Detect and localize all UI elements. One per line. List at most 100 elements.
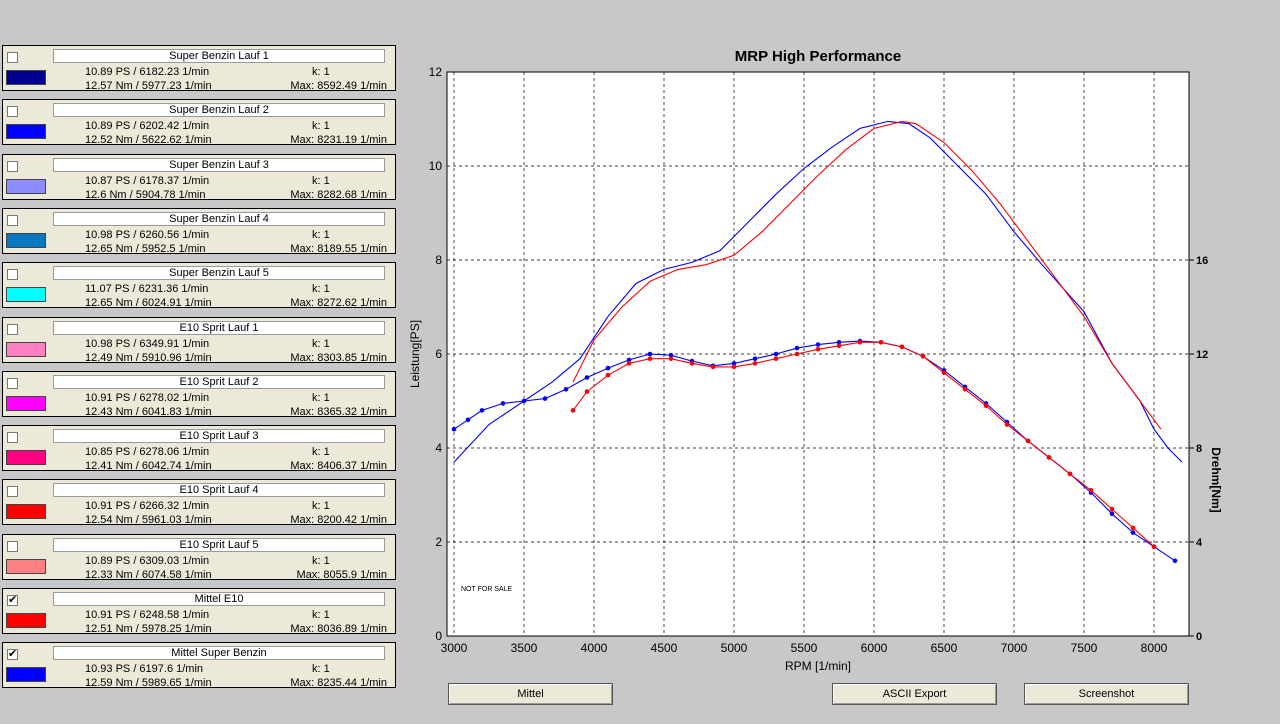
run-visibility-checkbox[interactable]	[7, 160, 18, 172]
run-torque-value: 12.65 Nm / 5952.5 1/min	[85, 242, 206, 254]
run-color-swatch[interactable]	[6, 395, 46, 411]
run-torque-value: 12.65 Nm / 6024.91 1/min	[85, 297, 212, 309]
run-max-rpm: Max: 8303.85 1/min	[290, 351, 387, 363]
data-point	[570, 408, 576, 413]
data-point	[752, 356, 758, 362]
run-name-field[interactable]: Mittel E10	[53, 592, 385, 606]
run-k-factor: k: 1	[312, 283, 330, 296]
run-name-field[interactable]: Super Benzin Lauf 4	[53, 211, 385, 226]
run-color-swatch[interactable]	[6, 178, 46, 194]
data-point	[1004, 422, 1010, 427]
data-point	[1067, 471, 1073, 477]
run-visibility-checkbox[interactable]	[7, 323, 18, 335]
run-visibility-checkbox[interactable]	[7, 432, 18, 444]
run-power-value: 10.98 PS / 6349.91 1/min	[85, 337, 210, 350]
run-max-rpm: Max: 8272.62 1/min	[290, 297, 387, 309]
run-name-field[interactable]: Super Benzin Lauf 2	[53, 103, 385, 118]
data-point	[1046, 455, 1052, 460]
mittel-button[interactable]: Mittel	[448, 683, 613, 705]
data-point	[710, 364, 716, 370]
run-power-value: 11.07 PS / 6231.36 1/min	[85, 283, 209, 296]
data-point	[542, 396, 548, 401]
run-visibility-checkbox[interactable]	[7, 52, 18, 63]
run-panel: ✔ Mittel E10 10.91 PS / 6248.58 1/min k: 1 1…	[2, 588, 396, 634]
run-panel: Super Benzin Lauf 3 10.87 PS / 6178.37 1/…	[2, 153, 396, 200]
run-color-swatch[interactable]	[6, 341, 46, 357]
run-torque-value: 12.59 Nm / 5989.65 1/min	[85, 677, 212, 689]
run-power-value: 10.85 PS / 6278.06 1/min	[85, 446, 210, 459]
data-point	[479, 408, 485, 413]
run-color-swatch[interactable]	[6, 124, 46, 140]
screenshot-button[interactable]: Screenshot	[1024, 683, 1189, 705]
ascii-export-button[interactable]: ASCII Export	[832, 683, 997, 705]
x-tick-label: 3500	[511, 641, 538, 655]
x-axis-label: RPM [1/min]	[785, 659, 851, 673]
run-panel: Super Benzin Lauf 4 10.98 PS / 6260.56 1/…	[2, 207, 396, 254]
y-tick-label: 10	[429, 159, 443, 173]
run-visibility-checkbox[interactable]	[7, 106, 18, 118]
data-point	[500, 401, 506, 406]
run-color-swatch[interactable]	[6, 667, 46, 683]
run-color-swatch[interactable]	[6, 504, 46, 520]
run-panel: E10 Sprit Lauf 3 10.85 PS / 6278.06 1/min…	[2, 425, 396, 472]
series-lines	[451, 120, 1183, 564]
y2-tick-label: 4	[1196, 537, 1203, 549]
run-name-field[interactable]: Mittel Super Benzin	[53, 646, 385, 661]
run-name-field[interactable]: Super Benzin Lauf 5	[53, 266, 385, 281]
data-point	[605, 365, 611, 371]
data-point	[668, 356, 674, 362]
run-visibility-checkbox[interactable]: ✔	[7, 648, 18, 661]
data-point	[878, 340, 884, 345]
data-point	[668, 352, 674, 358]
run-k-factor: k: 1	[312, 66, 330, 78]
run-panel: E10 Sprit Lauf 1 10.98 PS / 6349.91 1/min…	[2, 316, 396, 363]
run-max-rpm: Max: 8189.55 1/min	[290, 242, 387, 254]
run-name-field[interactable]: E10 Sprit Lauf 3	[53, 429, 385, 444]
y-tick-label: 12	[429, 65, 443, 79]
run-visibility-checkbox[interactable]	[7, 214, 18, 226]
chart-title: MRP High Performance	[735, 48, 901, 65]
run-visibility-checkbox[interactable]	[7, 269, 18, 281]
x-tick-label: 7000	[1001, 641, 1028, 655]
run-name-field[interactable]: E10 Sprit Lauf 5	[53, 537, 385, 552]
x-tick-label: 8000	[1141, 641, 1168, 655]
y-tick-label: 2	[435, 535, 442, 549]
run-color-swatch[interactable]	[6, 70, 46, 85]
run-name-field[interactable]: E10 Sprit Lauf 1	[53, 320, 385, 335]
run-max-rpm: Max: 8231.19 1/min	[290, 134, 387, 146]
run-panel: E10 Sprit Lauf 2 10.91 PS / 6278.02 1/min…	[2, 370, 396, 417]
run-power-value: 10.89 PS / 6309.03 1/min	[85, 554, 210, 567]
run-panel: Super Benzin Lauf 1 10.89 PS / 6182.23 1/…	[2, 45, 396, 91]
run-k-factor: k: 1	[312, 391, 330, 404]
run-k-factor: k: 1	[312, 609, 330, 621]
data-point	[962, 387, 968, 392]
run-visibility-checkbox[interactable]	[7, 486, 18, 498]
run-name-field[interactable]: Super Benzin Lauf 3	[53, 157, 385, 172]
run-visibility-checkbox[interactable]: ✔	[7, 594, 18, 606]
run-name-field[interactable]: Super Benzin Lauf 1	[53, 49, 385, 63]
run-torque-value: 12.52 Nm / 5622.62 1/min	[85, 134, 212, 146]
run-color-swatch[interactable]	[6, 558, 46, 574]
run-panel: Super Benzin Lauf 5 11.07 PS / 6231.36 1/…	[2, 262, 396, 309]
data-point	[815, 347, 821, 352]
run-name-field[interactable]: E10 Sprit Lauf 2	[53, 374, 385, 389]
data-point	[647, 356, 653, 362]
data-point	[815, 342, 821, 347]
performance-chart: 3000 3500 4000 4500 5000 5500 6000 6500 7000 7500…	[408, 48, 1223, 673]
run-color-swatch[interactable]	[6, 232, 46, 248]
run-power-value: 10.91 PS / 6266.32 1/min	[85, 500, 210, 513]
run-visibility-checkbox[interactable]	[7, 377, 18, 389]
data-point	[941, 370, 947, 376]
x-tick-label: 6500	[931, 641, 958, 655]
run-color-swatch[interactable]	[6, 450, 46, 466]
run-color-swatch[interactable]	[6, 613, 46, 628]
run-power-value: 10.98 PS / 6260.56 1/min	[85, 228, 210, 241]
run-color-swatch[interactable]	[6, 287, 46, 303]
run-panel: Super Benzin Lauf 2 10.89 PS / 6202.42 1/…	[2, 99, 396, 146]
run-k-factor: k: 1	[312, 174, 330, 187]
data-point	[794, 345, 800, 351]
x-tick-label: 4000	[581, 641, 608, 655]
run-visibility-checkbox[interactable]	[7, 540, 18, 552]
run-name-field[interactable]: E10 Sprit Lauf 4	[53, 483, 385, 498]
run-torque-value: 12.49 Nm / 5910.96 1/min	[85, 351, 212, 363]
